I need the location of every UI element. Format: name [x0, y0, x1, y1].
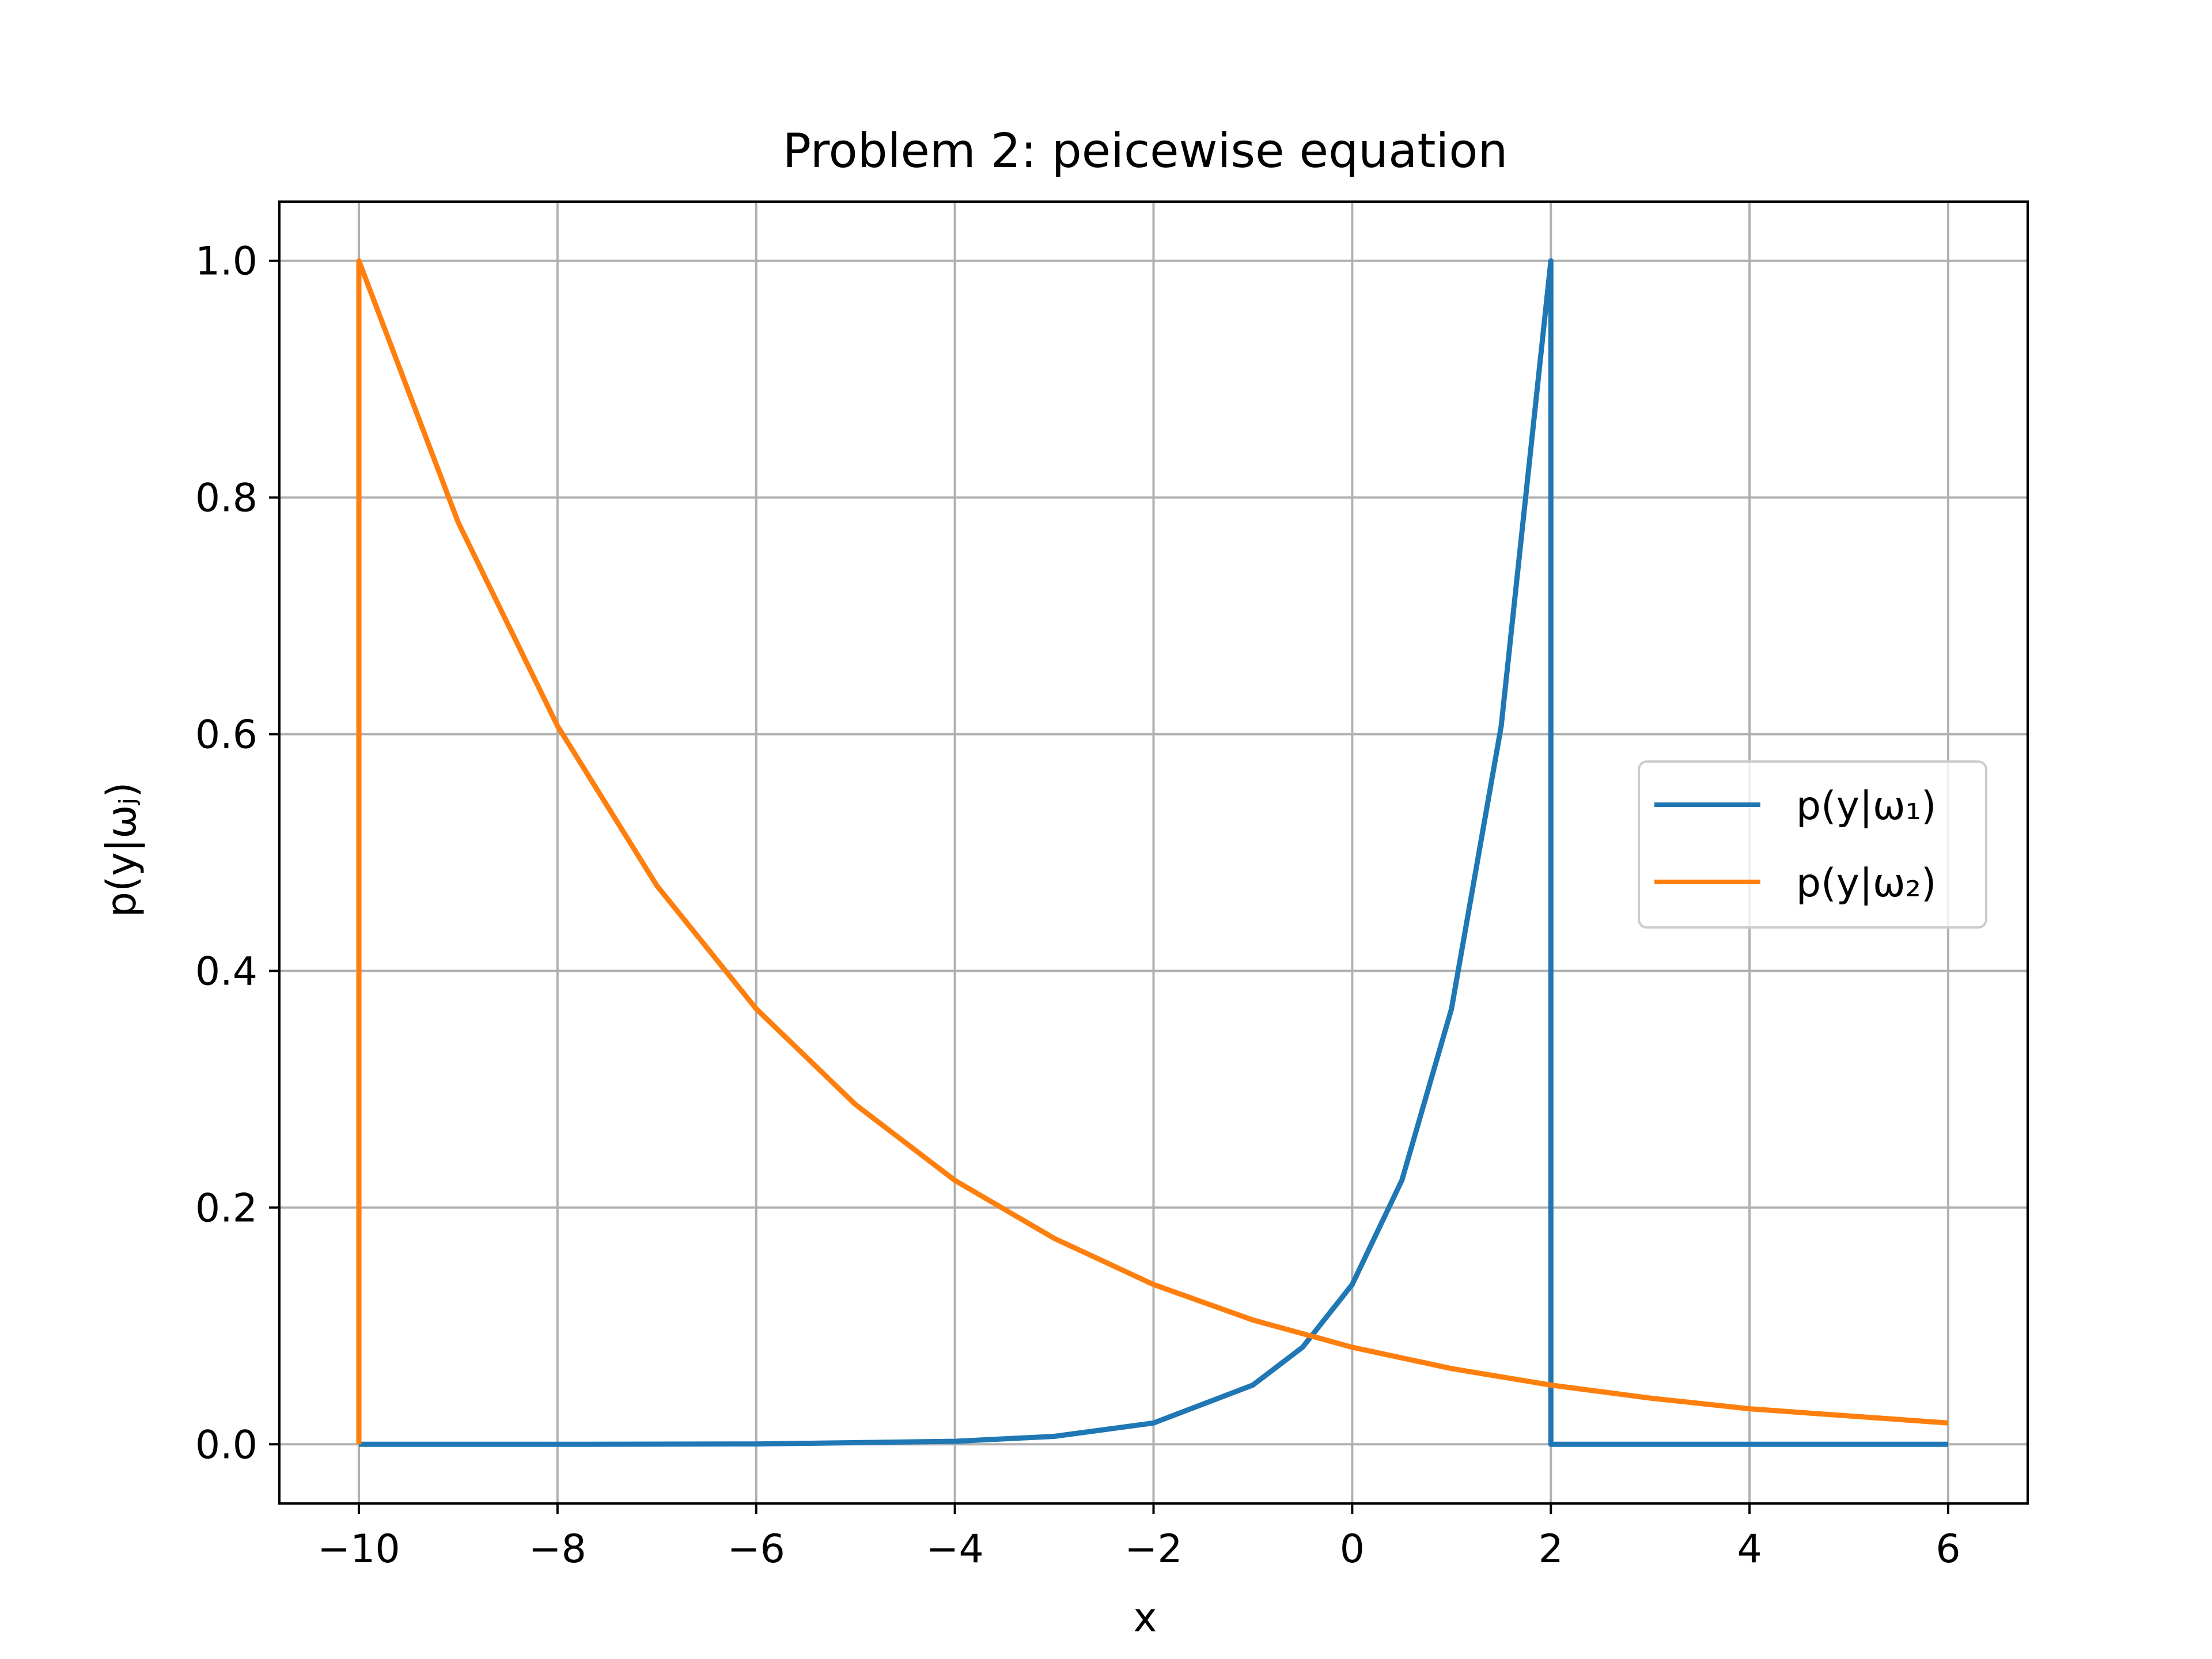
x-tick-label: −10	[317, 1527, 400, 1572]
y-tick-label: 1.0	[195, 239, 257, 285]
x-axis: −10 −8 −6 −4 −2 0 2 4 6	[317, 1503, 1961, 1572]
legend-label-series-2: p(y|ω₂)	[1796, 861, 1937, 906]
x-tick-label: −4	[926, 1527, 983, 1572]
x-tick-label: 6	[1936, 1527, 1960, 1572]
series-line-1	[359, 258, 1948, 1447]
x-tick-label: −8	[529, 1527, 586, 1572]
series-line-2	[356, 258, 1949, 1445]
y-axis: 0.0 0.2 0.4 0.6 0.8 1.0	[195, 239, 279, 1468]
x-axis-label: x	[1133, 1594, 1157, 1641]
x-tick-label: 0	[1340, 1527, 1365, 1572]
y-tick-label: 0.0	[195, 1422, 257, 1468]
x-tick-label: 2	[1539, 1527, 1563, 1572]
series-layer	[356, 258, 1949, 1447]
y-tick-label: 0.6	[195, 713, 257, 758]
y-tick-label: 0.8	[195, 476, 257, 521]
x-tick-label: 4	[1737, 1527, 1762, 1572]
y-tick-label: 0.4	[195, 949, 257, 994]
x-tick-label: −6	[728, 1527, 785, 1572]
y-axis-label: p(y|ωⱼ)	[98, 782, 145, 918]
y-tick-label: 0.2	[195, 1185, 257, 1231]
x-tick-label: −2	[1124, 1527, 1182, 1572]
legend: p(y|ω₁) p(y|ω₂)	[1638, 760, 1987, 929]
legend-label-series-1: p(y|ω₁)	[1796, 783, 1937, 829]
chart-title: Problem 2: peicewise equation	[783, 124, 1508, 179]
